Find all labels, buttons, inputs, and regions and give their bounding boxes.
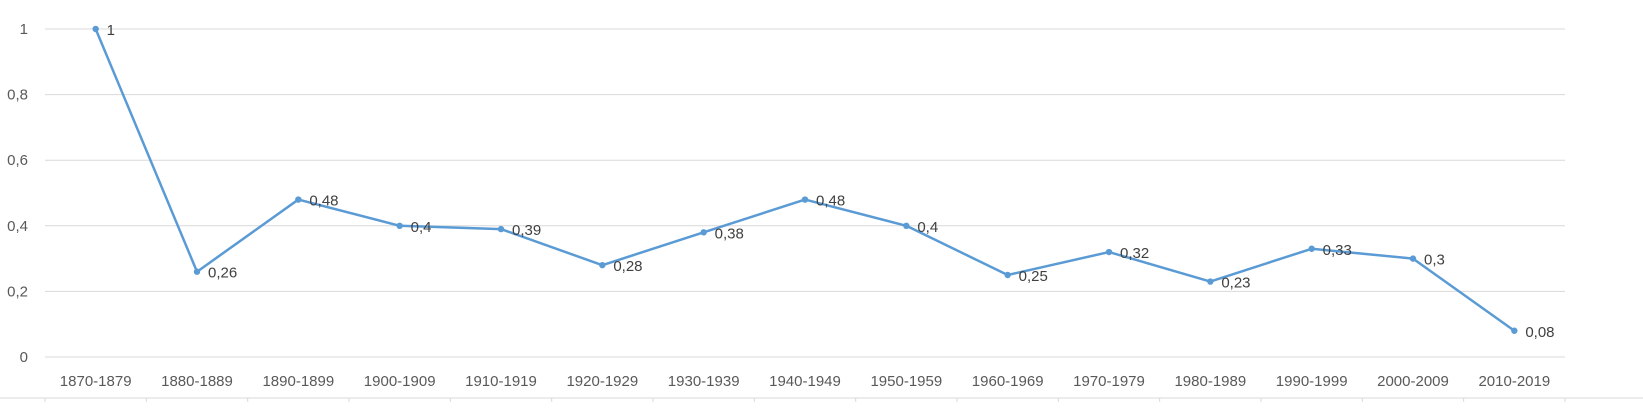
x-tick-label: 2010-2019 <box>1478 373 1550 390</box>
y-tick-label: 0,4 <box>7 218 28 235</box>
data-label: 0,3 <box>1424 252 1445 269</box>
data-point <box>1511 327 1518 334</box>
data-point <box>599 261 606 269</box>
data-point <box>1308 245 1315 252</box>
data-point <box>193 268 201 275</box>
data-point <box>497 225 505 233</box>
x-tick-label: 1930-1939 <box>668 373 740 390</box>
data-label: 0,4 <box>411 219 432 236</box>
y-tick-label: 0,6 <box>7 152 28 169</box>
data-label: 0,48 <box>816 193 845 210</box>
data-point <box>295 196 302 203</box>
x-tick-label: 1870-1879 <box>60 373 132 390</box>
x-tick-label: 1890-1899 <box>262 373 334 390</box>
data-point <box>801 196 809 203</box>
data-label: 0,23 <box>1221 275 1250 292</box>
x-tick-label: 1990-1999 <box>1276 373 1348 390</box>
x-tick-label: 1980-1989 <box>1174 373 1246 390</box>
x-tick-label: 1880-1889 <box>161 373 233 390</box>
x-axis-tick-labels: 1870-1879 1880-1889 1890-1899 1900-1909 1910… <box>60 373 1550 390</box>
series-line <box>94 28 1516 332</box>
x-tick-label: 1920-1929 <box>566 373 638 390</box>
x-tick-label: 1960-1969 <box>972 373 1044 390</box>
series-layer <box>92 25 1518 334</box>
x-tick-label: 1970-1979 <box>1073 373 1145 390</box>
data-label: 0,28 <box>613 258 642 275</box>
gridlines <box>0 28 1643 402</box>
y-tick-label: 0,8 <box>7 87 28 104</box>
data-point <box>396 222 403 229</box>
y-tick-label: 0,2 <box>7 283 28 300</box>
data-point <box>92 25 99 33</box>
data-label: 1 <box>107 22 115 39</box>
data-point <box>1004 271 1011 279</box>
data-point <box>1105 248 1113 256</box>
data-label: 0,08 <box>1525 324 1554 341</box>
data-point <box>1409 255 1417 262</box>
data-point <box>700 229 707 236</box>
data-label: 0,26 <box>208 265 237 282</box>
x-tick-label: 1950-1959 <box>870 373 942 390</box>
x-tick-label: 2000-2009 <box>1377 373 1449 390</box>
y-axis-tick-labels: 0 0,2 0,4 0,6 0,8 1 <box>7 21 28 366</box>
data-label: 0,25 <box>1019 268 1048 285</box>
y-tick-label: 1 <box>20 21 28 38</box>
y-tick-label: 0 <box>20 349 28 366</box>
data-point <box>903 222 910 229</box>
x-tick-label: 1910-1919 <box>465 373 537 390</box>
x-tick-label: 1900-1909 <box>364 373 436 390</box>
data-label: 0,48 <box>309 193 338 210</box>
data-label: 0,32 <box>1120 245 1149 262</box>
data-label: 0,39 <box>512 222 541 239</box>
x-tick-label: 1940-1949 <box>769 373 841 390</box>
data-labels: 1 0,26 0,48 0,4 0,39 0,28 0,38 0,48 0,4 0,25 0,32 0… <box>107 22 1555 341</box>
data-label: 0,4 <box>917 219 938 236</box>
data-label: 0,38 <box>715 225 744 242</box>
data-point <box>1207 278 1214 285</box>
data-label: 0,33 <box>1323 242 1352 259</box>
